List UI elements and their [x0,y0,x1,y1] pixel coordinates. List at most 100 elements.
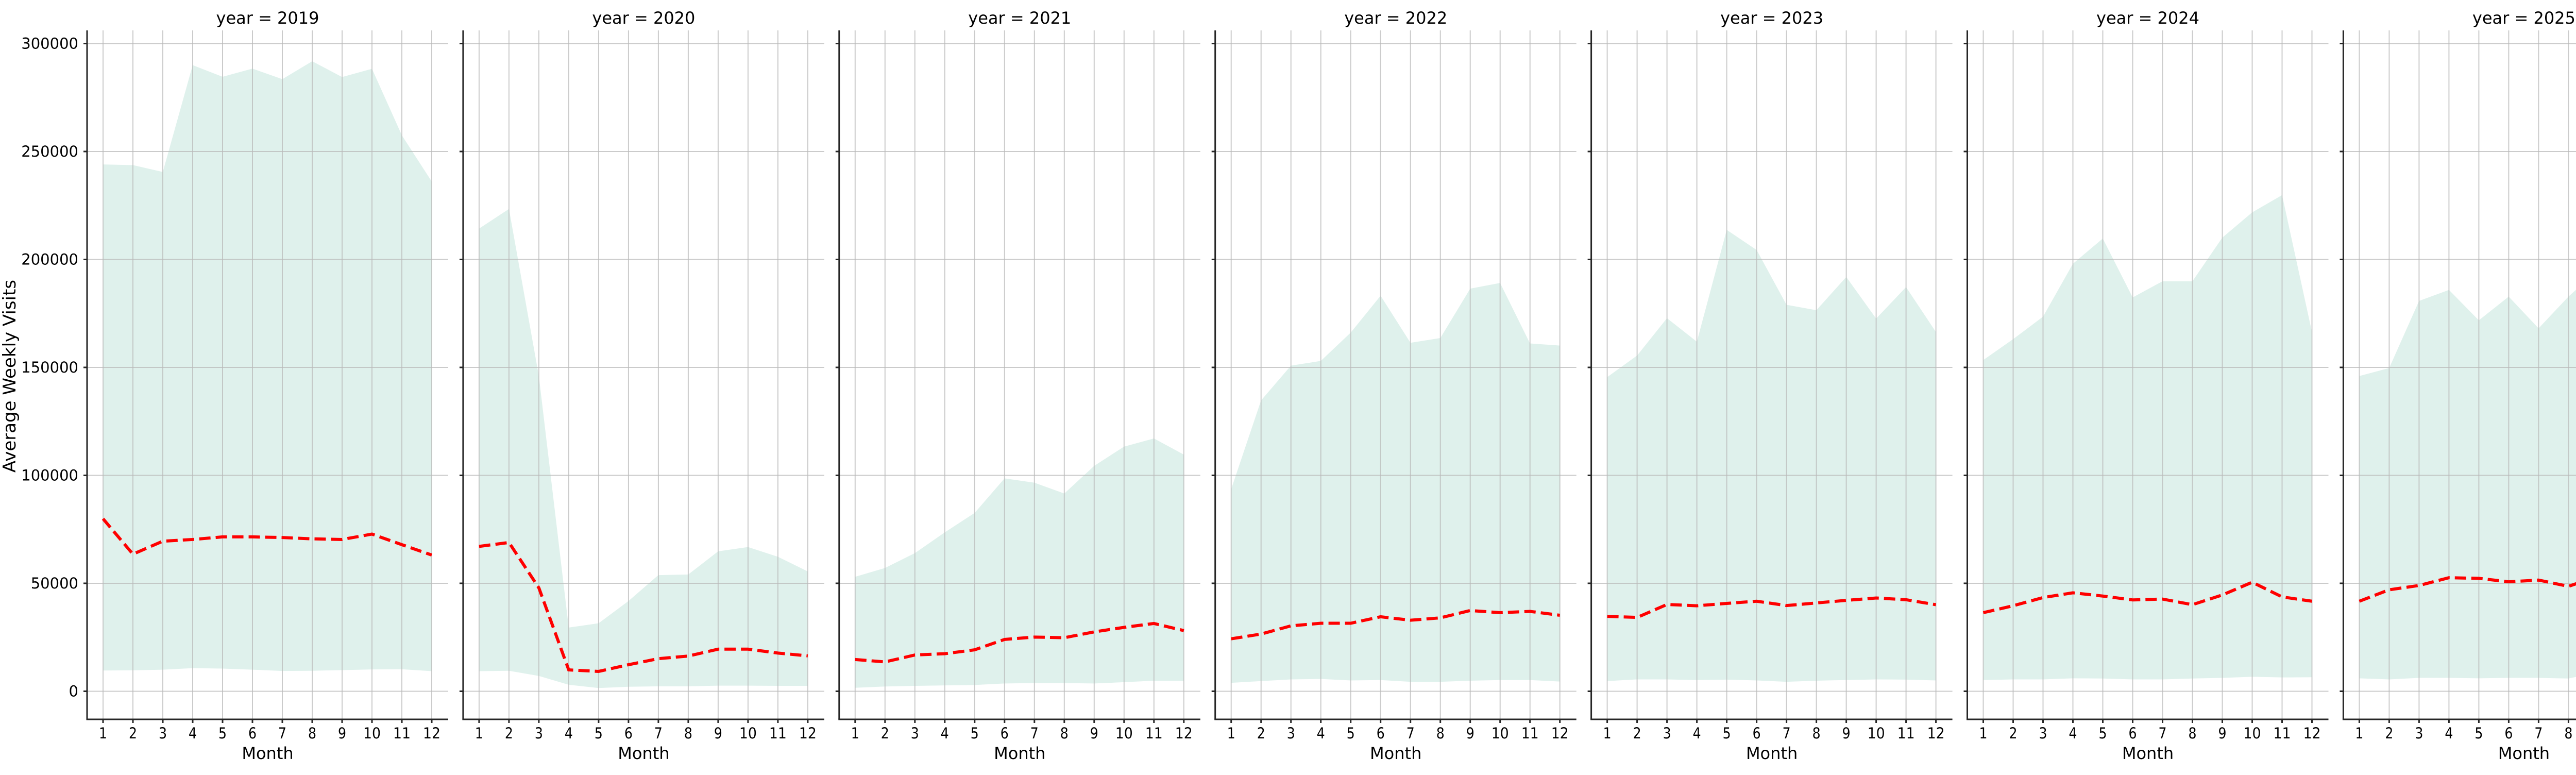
panel-title: year = 2021 [968,8,1071,28]
x-tick-label: 1 [99,725,107,742]
x-tick-label: 1 [1603,725,1612,742]
y-tick-label: 250000 [21,143,78,160]
x-tick-label: 9 [1090,725,1098,742]
x-tick-label: 2 [2385,725,2393,742]
x-tick-label: 12 [1175,725,1193,742]
x-tick-label: 7 [1406,725,1415,742]
panel-title: year = 2023 [1720,8,1823,28]
x-tick-label: 8 [684,725,692,742]
panel-title: year = 2019 [216,8,319,28]
x-tick-label: 8 [1812,725,1821,742]
x-tick-label: 3 [2039,725,2047,742]
x-tick-label: 5 [971,725,979,742]
x-tick-label: 9 [1466,725,1475,742]
x-tick-label: 5 [1347,725,1355,742]
x-tick-label: 6 [248,725,257,742]
x-tick-label: 5 [2475,725,2483,742]
median-line [1982,580,2312,614]
x-tick-label: 8 [1060,725,1069,742]
x-tick-label: 3 [911,725,919,742]
x-tick-label: 1 [2355,725,2363,742]
x-tick-label: 7 [1030,725,1039,742]
x-tick-label: 6 [1001,725,1009,742]
x-axis-label: Month [618,744,669,763]
x-tick-label: 1 [851,725,859,742]
median-line [855,621,1184,664]
x-tick-label: 2 [129,725,137,742]
median-line [2359,576,2576,603]
x-axis-label: Month [1746,744,1798,763]
x-tick-label: 10 [1115,725,1133,742]
x-tick-label: 6 [2504,725,2513,742]
x-tick-label: 8 [1436,725,1445,742]
x-tick-label: 11 [2274,725,2291,742]
x-tick-label: 8 [2189,725,2197,742]
y-tick-label: 0 [69,683,78,700]
x-axis-label: Month [994,744,1045,763]
x-tick-label: 10 [1492,725,1509,742]
x-tick-label: 4 [1317,725,1325,742]
x-tick-label: 1 [1979,725,1988,742]
y-tick-label: 100000 [21,467,78,484]
percentile-band [103,61,432,671]
x-tick-label: 8 [308,725,316,742]
x-tick-label: 8 [2564,725,2572,742]
x-tick-label: 1 [1227,725,1235,742]
x-tick-label: 7 [278,725,286,742]
x-tick-label: 10 [739,725,757,742]
x-tick-label: 7 [654,725,663,742]
x-tick-label: 3 [2415,725,2423,742]
percentile-band [1607,230,1936,682]
median-line [1231,609,1561,641]
x-axis-label: Month [1370,744,1421,763]
median-line [479,541,808,673]
x-tick-label: 9 [1842,725,1851,742]
x-tick-label: 12 [1551,725,1569,742]
x-tick-label: 2 [1633,725,1641,742]
x-tick-label: 10 [2244,725,2261,742]
x-tick-label: 4 [1693,725,1701,742]
y-tick-label: 150000 [21,359,78,376]
x-tick-label: 3 [535,725,543,742]
x-tick-label: 11 [1521,725,1539,742]
x-tick-label: 7 [1783,725,1791,742]
panel-title: year = 2022 [1344,8,1447,28]
x-tick-label: 12 [799,725,817,742]
y-axis-label: Average Weekly Visits [0,280,20,473]
x-tick-label: 4 [941,725,949,742]
x-axis-label: Month [2498,744,2550,763]
x-tick-label: 4 [2445,725,2453,742]
x-tick-label: 3 [159,725,167,742]
panel-title: year = 2024 [2096,8,2199,28]
median-line [1607,596,1937,619]
x-tick-label: 1 [475,725,483,742]
panel-title: year = 2025 [2472,8,2575,28]
x-tick-label: 5 [2099,725,2107,742]
x-tick-label: 6 [1753,725,1761,742]
x-tick-label: 11 [393,725,411,742]
percentile-band [2359,290,2576,680]
percentile-band [855,438,1184,688]
median-line [101,517,432,557]
percentile-band [479,209,808,688]
x-tick-label: 11 [1897,725,1915,742]
x-tick-label: 4 [565,725,573,742]
x-tick-label: 7 [2159,725,2167,742]
x-tick-label: 9 [338,725,346,742]
x-tick-label: 12 [1927,725,1945,742]
x-tick-label: 6 [2129,725,2137,742]
x-tick-label: 4 [189,725,197,742]
x-tick-label: 12 [2303,725,2321,742]
x-tick-label: 3 [1287,725,1295,742]
x-tick-label: 5 [218,725,227,742]
x-tick-label: 11 [769,725,787,742]
y-tick-label: 200000 [21,251,78,268]
x-tick-label: 12 [423,725,440,742]
x-tick-label: 10 [1868,725,1885,742]
x-tick-label: 2 [2009,725,2018,742]
